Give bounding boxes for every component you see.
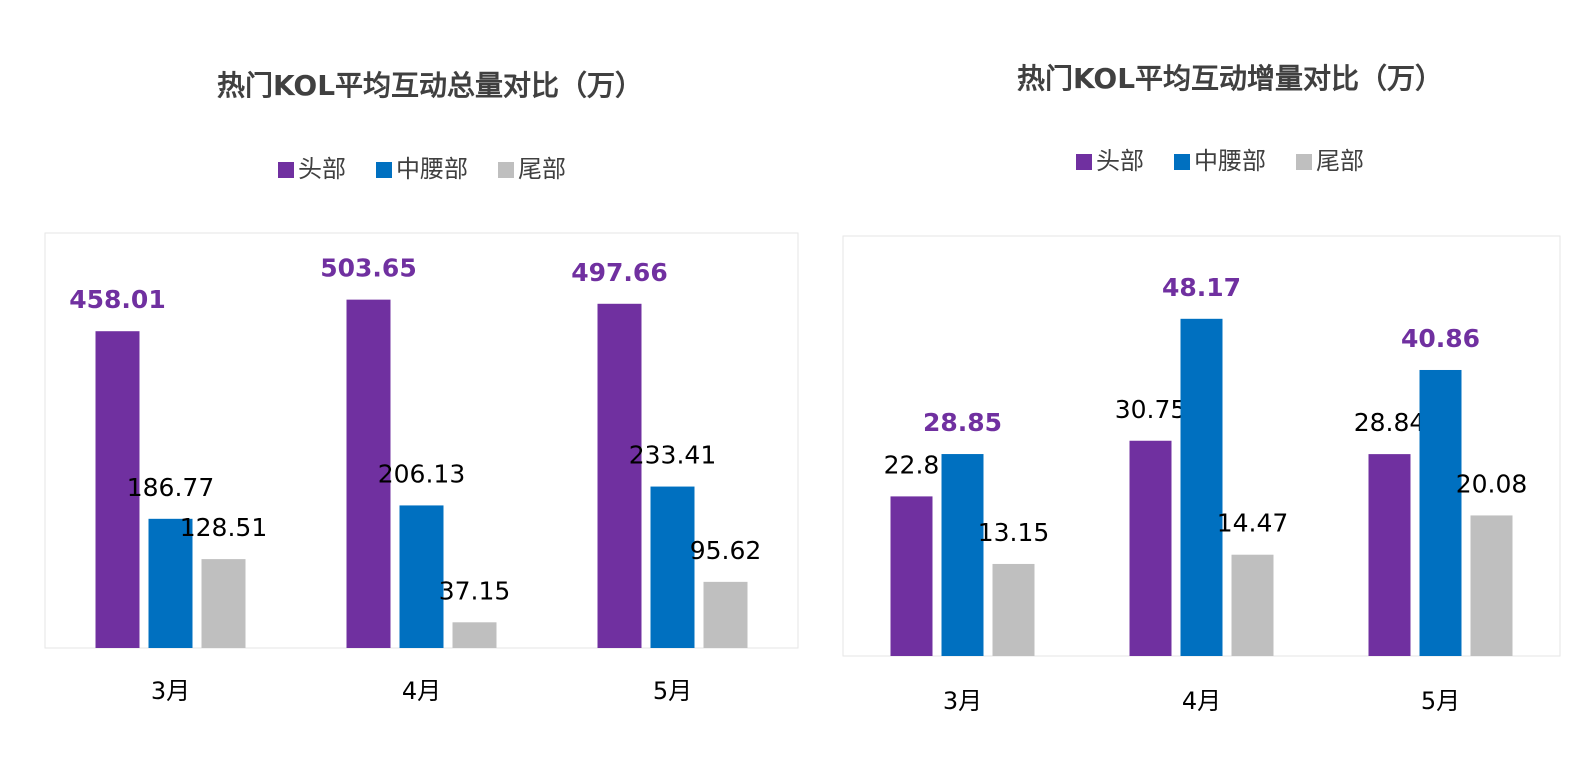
bar <box>597 303 642 648</box>
bar <box>452 622 497 648</box>
bar <box>201 559 246 648</box>
data-label: 28.85 <box>923 408 1002 437</box>
data-label: 497.66 <box>571 258 667 287</box>
x-tick-label: 4月 <box>1182 687 1221 715</box>
bar <box>1368 454 1411 656</box>
bar <box>941 454 984 656</box>
data-label: 206.13 <box>378 459 465 488</box>
x-tick-label: 5月 <box>653 677 692 705</box>
legend-label: 中腰部 <box>396 155 468 183</box>
chart-title: 热门KOL平均互动增量对比（万） <box>1017 62 1443 95</box>
data-label: 28.84 <box>1354 408 1426 437</box>
bar <box>1231 554 1274 656</box>
data-label: 22.8 <box>884 450 940 479</box>
x-tick-label: 5月 <box>1421 687 1460 715</box>
data-label: 95.62 <box>690 536 762 565</box>
bar <box>992 563 1035 656</box>
legend-swatch <box>1296 154 1312 170</box>
data-label: 30.75 <box>1115 395 1187 424</box>
bar <box>346 299 391 648</box>
legend-label: 尾部 <box>518 155 566 183</box>
bar <box>1180 318 1223 656</box>
bar <box>1470 515 1513 656</box>
data-label: 20.08 <box>1456 469 1528 498</box>
bar <box>95 331 140 648</box>
legend-swatch <box>376 162 392 178</box>
chart-title: 热门KOL平均互动总量对比（万） <box>217 69 643 102</box>
legend-swatch <box>278 162 294 178</box>
legend-swatch <box>498 162 514 178</box>
data-label: 186.77 <box>127 473 214 502</box>
legend-label: 头部 <box>1096 147 1144 175</box>
bar <box>650 486 695 648</box>
data-label: 128.51 <box>180 513 267 542</box>
data-label: 40.86 <box>1401 324 1480 353</box>
legend-label: 中腰部 <box>1194 147 1266 175</box>
data-label: 233.41 <box>629 441 716 470</box>
legend-swatch <box>1174 154 1190 170</box>
data-label: 37.15 <box>439 576 511 605</box>
bar <box>703 581 748 648</box>
x-tick-label: 4月 <box>402 677 441 705</box>
bar <box>148 518 193 648</box>
data-label: 458.01 <box>69 285 165 314</box>
bar <box>399 505 444 648</box>
bar <box>890 496 933 656</box>
legend-label: 头部 <box>298 155 346 183</box>
data-label: 48.17 <box>1162 273 1241 302</box>
data-label: 14.47 <box>1217 509 1289 538</box>
data-label: 13.15 <box>978 518 1050 547</box>
legend-label: 尾部 <box>1316 147 1364 175</box>
x-tick-label: 3月 <box>151 677 190 705</box>
bar <box>1129 440 1172 656</box>
bar <box>1419 369 1462 656</box>
data-label: 503.65 <box>320 254 416 283</box>
legend-swatch <box>1076 154 1092 170</box>
x-tick-label: 3月 <box>943 687 982 715</box>
